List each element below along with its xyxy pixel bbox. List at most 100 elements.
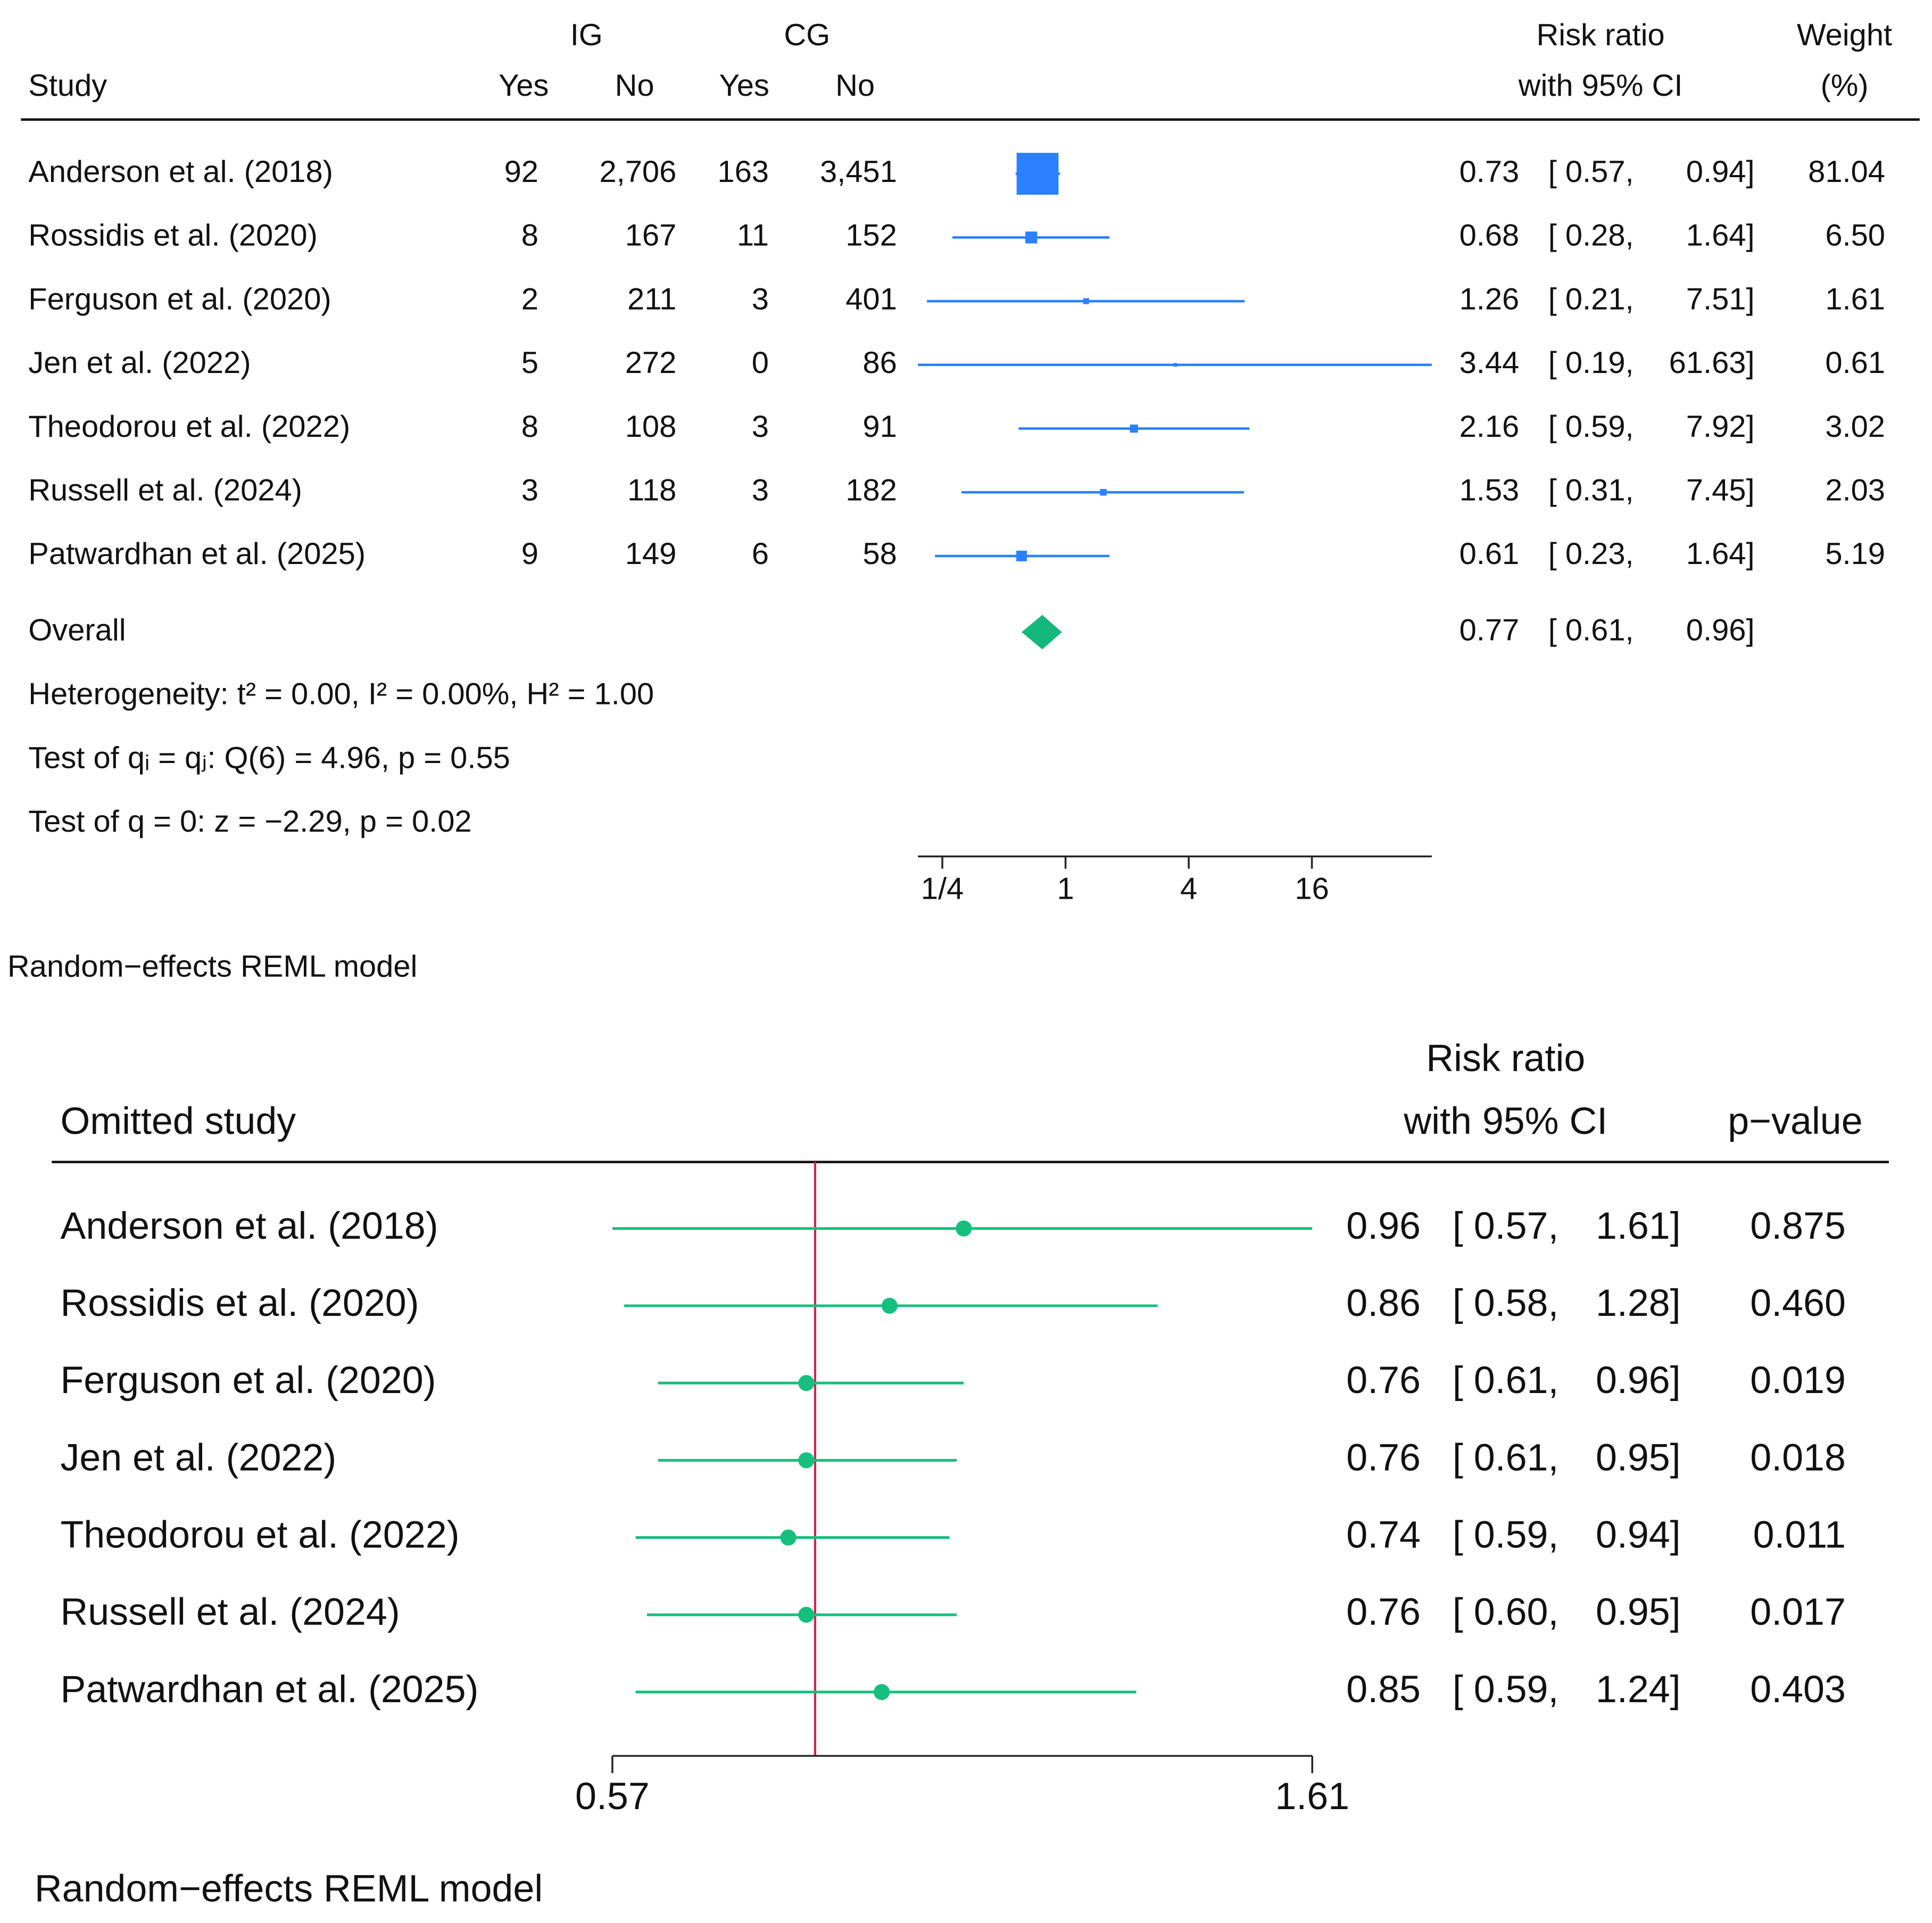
weight-square <box>1016 153 1059 195</box>
rr-value: 0.73 <box>1460 155 1520 189</box>
rr-value: 2.16 <box>1460 410 1520 444</box>
count-cell: 5 <box>521 346 538 380</box>
count-cell: 3 <box>752 410 769 444</box>
ci-lower: [ 0.21, <box>1548 282 1634 316</box>
weight-value: 3.02 <box>1825 410 1885 444</box>
ci-lower: [ 0.59, <box>1453 1514 1559 1556</box>
count-cell: 9 <box>521 537 538 571</box>
header: Yes <box>719 69 769 103</box>
rr-value: 3.44 <box>1460 346 1520 380</box>
ci-upper: 61.63] <box>1669 346 1755 380</box>
ci-lower: [ 0.60, <box>1453 1591 1559 1634</box>
study-name: Jen et al. (2022) <box>60 1436 336 1479</box>
point-estimate <box>956 1220 972 1237</box>
ci-lower: [ 0.61, <box>1453 1359 1559 1402</box>
ci-lower: [ 0.28, <box>1548 219 1634 253</box>
p-value: 0.018 <box>1750 1436 1846 1479</box>
study-name: Russell et al. (2024) <box>28 473 302 507</box>
count-cell: 152 <box>845 219 897 253</box>
count-cell: 149 <box>625 537 677 571</box>
x-tick-label: 1.61 <box>1275 1775 1349 1818</box>
p-value: 0.017 <box>1750 1591 1846 1634</box>
ci-lower: [ 0.19, <box>1548 346 1634 380</box>
count-cell: 211 <box>627 282 676 316</box>
point-estimate <box>780 1529 797 1546</box>
count-cell: 8 <box>521 410 538 444</box>
weight-value: 1.61 <box>1825 282 1885 316</box>
header: Omitted study <box>60 1100 296 1142</box>
footnote: Random−effects REML model <box>35 1868 543 1910</box>
count-cell: 182 <box>845 473 897 507</box>
p-value: 0.403 <box>1750 1668 1846 1711</box>
ci-lower: [ 0.58, <box>1453 1282 1559 1324</box>
count-cell: 401 <box>845 282 897 316</box>
count-cell: 0 <box>752 346 769 380</box>
count-cell: 92 <box>504 155 538 189</box>
study-name: Russell et al. (2024) <box>60 1591 400 1634</box>
ci-lower: [ 0.57, <box>1548 155 1634 189</box>
weight-square <box>1100 488 1107 496</box>
x-tick-label: 0.57 <box>575 1775 650 1818</box>
header: Risk ratio <box>1426 1037 1585 1080</box>
count-cell: 86 <box>863 346 897 380</box>
study-name: Patwardhan et al. (2025) <box>60 1668 478 1711</box>
rr-value: 0.74 <box>1346 1514 1421 1556</box>
rr-value: 0.77 <box>1460 613 1520 647</box>
count-cell: 3 <box>752 473 769 507</box>
study-name: Rossidis et al. (2020) <box>60 1282 419 1324</box>
ci-lower: [ 0.61, <box>1453 1436 1559 1479</box>
count-cell: 3 <box>521 473 538 507</box>
rr-value: 0.68 <box>1460 219 1520 253</box>
header: No <box>615 69 654 103</box>
stat-note: Test of q = 0: z = −2.29, p = 0.02 <box>28 805 471 839</box>
point-estimate <box>874 1684 890 1701</box>
study-name: Patwardhan et al. (2025) <box>28 537 366 571</box>
ci-lower: [ 0.59, <box>1548 410 1634 444</box>
study-name: Ferguson et al. (2020) <box>60 1359 436 1402</box>
weight-square <box>1083 298 1089 304</box>
ci-upper: 0.94] <box>1596 1514 1681 1556</box>
study-name: Anderson et al. (2018) <box>60 1205 438 1247</box>
ci-lower: [ 0.31, <box>1548 473 1634 507</box>
header: Study <box>28 69 107 103</box>
count-cell: 108 <box>625 410 677 444</box>
weight-value: 5.19 <box>1825 537 1885 571</box>
x-tick-label: 1/4 <box>921 872 964 906</box>
overall-diamond <box>1021 615 1062 650</box>
x-tick-label: 4 <box>1180 872 1197 906</box>
study-name: Ferguson et al. (2020) <box>28 282 331 316</box>
p-value: 0.875 <box>1750 1205 1846 1247</box>
footnote: Random−effects REML model <box>7 949 417 983</box>
p-value: 0.460 <box>1750 1282 1846 1324</box>
p-value: 0.011 <box>1753 1514 1846 1556</box>
count-cell: 6 <box>752 537 769 571</box>
count-cell: 3 <box>752 282 769 316</box>
ci-upper: 1.64] <box>1686 219 1755 253</box>
rr-value: 0.85 <box>1346 1668 1421 1711</box>
count-cell: 11 <box>737 219 769 253</box>
ci-upper: 0.96] <box>1686 613 1755 647</box>
study-name: Rossidis et al. (2020) <box>28 219 318 253</box>
weight-square <box>1130 424 1138 433</box>
ci-upper: 0.95] <box>1596 1591 1681 1634</box>
header: Yes <box>499 69 549 103</box>
weight-square <box>1016 550 1027 561</box>
count-cell: 163 <box>717 155 769 189</box>
x-tick-label: 1 <box>1057 872 1074 906</box>
header: with 95% CI <box>1518 69 1683 103</box>
header: p−value <box>1728 1100 1862 1142</box>
weight-value: 81.04 <box>1808 155 1885 189</box>
rr-value: 0.86 <box>1346 1282 1421 1324</box>
header: Weight <box>1797 18 1892 52</box>
rr-value: 1.53 <box>1460 473 1520 507</box>
count-cell: 118 <box>627 473 676 507</box>
ci-upper: 0.96] <box>1596 1359 1681 1402</box>
ci-upper: 1.61] <box>1596 1205 1681 1247</box>
ci-upper: 0.95] <box>1596 1436 1681 1479</box>
point-estimate <box>798 1452 815 1469</box>
weight-value: 6.50 <box>1825 219 1885 253</box>
rr-value: 0.96 <box>1346 1205 1421 1247</box>
overall-label: Overall <box>28 613 126 647</box>
